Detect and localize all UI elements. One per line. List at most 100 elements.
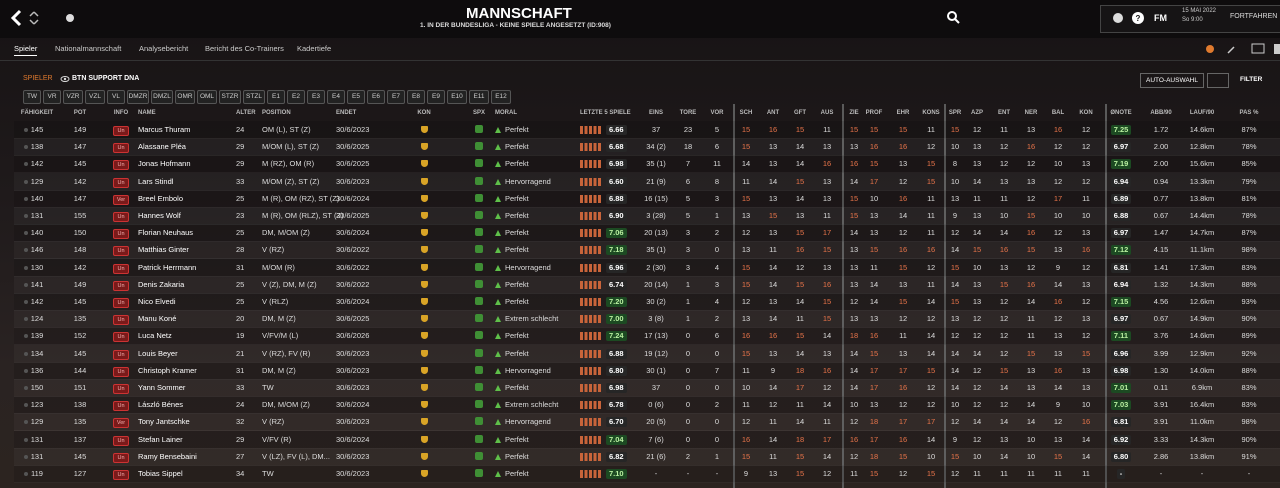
column-header[interactable]: NAME: [138, 110, 156, 116]
position-button[interactable]: E5: [347, 90, 365, 104]
column-header[interactable]: INFO: [113, 110, 129, 116]
position-button[interactable]: E2: [287, 90, 305, 104]
position-button[interactable]: VL: [107, 90, 125, 104]
cell: M (RZ), OM (R): [262, 159, 315, 169]
position-button[interactable]: OMR: [175, 90, 195, 104]
condition-icon: [421, 384, 428, 391]
cell: 14: [898, 211, 908, 220]
cell: 6.70: [580, 413, 627, 430]
position-button[interactable]: OML: [197, 90, 217, 104]
average-rating: 6.96: [1110, 348, 1132, 359]
cell: Perfekt: [495, 327, 529, 344]
sharpness-icon: [475, 297, 483, 305]
column-header[interactable]: SPX: [472, 110, 485, 116]
form-rating: 6.78: [606, 400, 627, 411]
cell: 16: [898, 245, 908, 255]
column-header[interactable]: PAS %: [1239, 110, 1259, 116]
cell: 16: [849, 434, 859, 444]
position-button[interactable]: E11: [469, 90, 489, 104]
cell: 15: [849, 193, 859, 203]
form-bars: [580, 229, 602, 238]
position-button[interactable]: TW: [23, 90, 41, 104]
column-header[interactable]: POT: [73, 110, 87, 116]
cell: 30/6/2023: [336, 365, 370, 375]
position-button[interactable]: E9: [427, 90, 445, 104]
column-header[interactable]: GFT: [794, 110, 806, 116]
search-icon[interactable]: [946, 10, 960, 24]
column-header[interactable]: FÄHIGKEIT: [20, 110, 54, 116]
column-header[interactable]: AZP: [971, 110, 983, 116]
condition-icon: [421, 452, 428, 460]
position-button[interactable]: DMZR: [127, 90, 149, 104]
position-button[interactable]: E12: [491, 90, 511, 104]
cell: 12: [1053, 228, 1063, 238]
column-header[interactable]: AUS: [820, 110, 834, 116]
tab[interactable]: Bericht des Co-Trainers: [205, 44, 284, 53]
position-button[interactable]: E1: [267, 90, 285, 104]
column-header[interactable]: ALTER: [236, 110, 256, 116]
position-button[interactable]: E8: [407, 90, 425, 104]
column-header[interactable]: ANT: [766, 110, 780, 116]
column-header[interactable]: POSITION: [262, 110, 291, 116]
column-header[interactable]: KON: [417, 110, 431, 116]
column-header[interactable]: SCH: [739, 110, 753, 116]
column-header[interactable]: NER: [1024, 110, 1038, 116]
row-dot: [24, 472, 28, 476]
column-header[interactable]: KONS: [922, 110, 940, 116]
divider: [0, 60, 1280, 61]
status-icons[interactable]: ?: [1112, 10, 1152, 26]
position-button[interactable]: E7: [387, 90, 405, 104]
cell: 34 (2): [646, 142, 666, 152]
column-header[interactable]: ZIE: [849, 110, 859, 116]
dropdown-button[interactable]: [1207, 73, 1229, 88]
cell: 138: [73, 400, 87, 410]
cell: 11: [769, 451, 777, 461]
position-button[interactable]: STZR: [219, 90, 241, 104]
column-header[interactable]: EINS: [648, 110, 663, 116]
column-header[interactable]: PROF: [865, 110, 883, 116]
cell: 0: [714, 348, 720, 358]
filter-button[interactable]: FILTER: [1240, 76, 1263, 83]
position-button[interactable]: E3: [307, 90, 325, 104]
cell: 13: [972, 297, 982, 306]
column-header[interactable]: ØNOTE: [1110, 110, 1132, 116]
tab[interactable]: Kadertiefe: [297, 44, 332, 53]
column-header[interactable]: KON: [1079, 110, 1093, 116]
column-header[interactable]: BAL: [1051, 110, 1065, 116]
tab[interactable]: Nationalmannschaft: [55, 44, 122, 53]
cell: 15: [869, 159, 879, 169]
cell: 13: [898, 159, 908, 169]
cell: 7.10: [580, 465, 627, 482]
column-header[interactable]: LAUF/90: [1189, 110, 1215, 116]
toolbar-icons[interactable]: [1200, 40, 1280, 58]
cell: 131: [30, 451, 44, 461]
position-button[interactable]: E4: [327, 90, 345, 104]
position-button[interactable]: VR: [43, 90, 61, 104]
position-button[interactable]: STZL: [243, 90, 265, 104]
cell: 16: [741, 331, 751, 341]
column-header[interactable]: ABB/90: [1150, 110, 1172, 116]
position-button[interactable]: E6: [367, 90, 385, 104]
continue-button[interactable]: FORTFAHREN: [1230, 13, 1278, 20]
column-header[interactable]: TORE: [679, 110, 697, 116]
table-row: [14, 121, 1280, 139]
position-button[interactable]: VZL: [85, 90, 105, 104]
morale-arrow: [495, 281, 501, 288]
auto-select-button[interactable]: AUTO-AUSWAHL: [1140, 73, 1204, 88]
tab[interactable]: Analysebericht: [139, 44, 189, 53]
nav-icons[interactable]: [10, 8, 80, 28]
view-select[interactable]: BTN SUPPORT DNA: [72, 75, 140, 82]
column-header[interactable]: VOR: [710, 110, 724, 116]
column-header[interactable]: LETZTE 5 SPIELE: [580, 110, 631, 116]
position-button[interactable]: VZR: [63, 90, 83, 104]
column-header[interactable]: MORAL: [495, 110, 517, 116]
column-header[interactable]: ENT: [998, 110, 1010, 116]
position-button[interactable]: E10: [447, 90, 467, 104]
table-row: [14, 396, 1280, 415]
column-header[interactable]: ENDET: [336, 110, 357, 116]
tab[interactable]: Spieler: [14, 44, 38, 56]
cell: 13: [849, 245, 859, 255]
column-header[interactable]: SPR: [948, 110, 962, 116]
column-header[interactable]: EHR: [896, 110, 910, 116]
position-button[interactable]: DMZL: [151, 90, 173, 104]
